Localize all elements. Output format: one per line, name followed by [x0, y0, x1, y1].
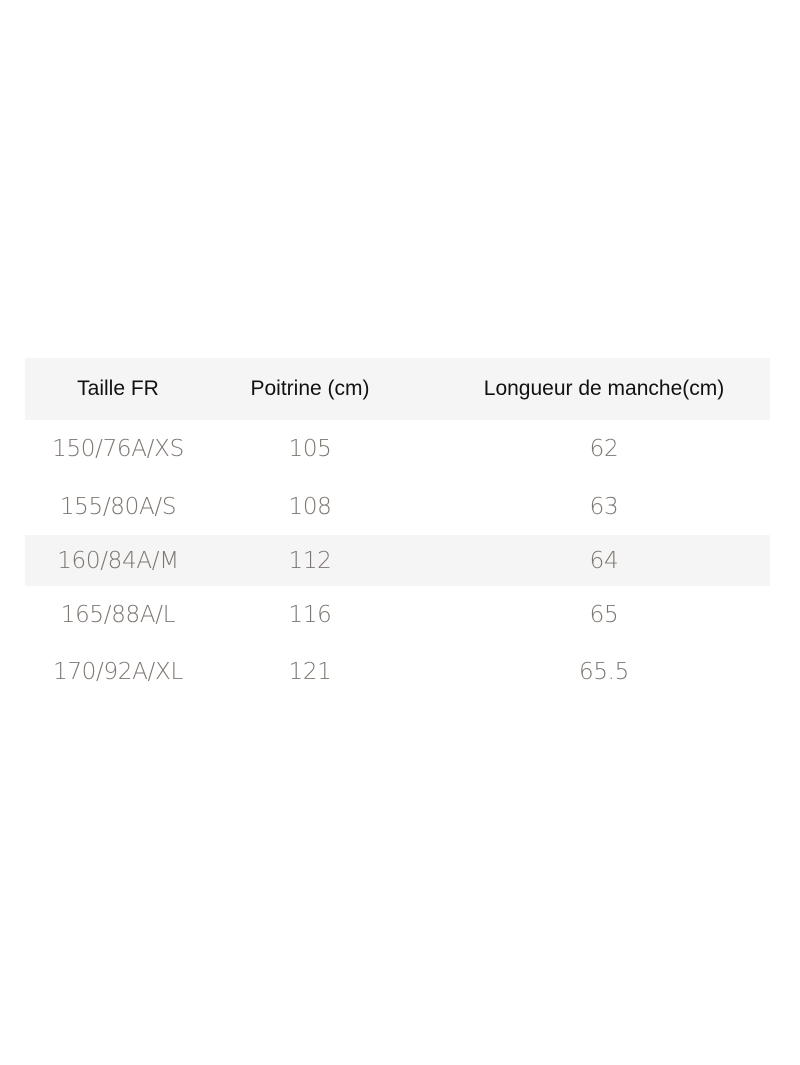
cell-sleeve-length: 63 — [589, 493, 619, 520]
table-row: 150/76A/XS 105 62 — [25, 420, 770, 478]
table-row: 155/80A/S 108 63 — [25, 478, 770, 535]
cell-size: 165/88A/L — [60, 601, 176, 628]
cell-size: 160/84A/M — [57, 547, 179, 574]
table-row: 160/84A/M 112 64 — [25, 535, 770, 586]
cell-size: 170/92A/XL — [53, 658, 183, 685]
table-row: 170/92A/XL 121 65.5 — [25, 643, 770, 700]
cell-chest: 108 — [288, 493, 332, 520]
table-header: Taille FR Poitrine (cm) Longueur de manc… — [25, 358, 770, 420]
cell-chest: 116 — [288, 601, 332, 628]
size-chart-table: Taille FR Poitrine (cm) Longueur de manc… — [25, 358, 770, 700]
header-chest: Poitrine (cm) — [250, 377, 370, 400]
header-sleeve-length: Longueur de manche(cm) — [483, 377, 725, 400]
cell-chest: 112 — [288, 547, 332, 574]
cell-sleeve-length: 64 — [589, 547, 619, 574]
header-size: Taille FR — [77, 377, 159, 400]
table-row: 165/88A/L 116 65 — [25, 586, 770, 643]
cell-sleeve-length: 62 — [589, 436, 619, 462]
cell-chest: 105 — [288, 436, 332, 462]
cell-sleeve-length: 65 — [589, 601, 619, 628]
cell-sleeve-length: 65.5 — [578, 658, 630, 685]
cell-chest: 121 — [288, 658, 332, 685]
cell-size: 150/76A/XS — [52, 436, 184, 462]
cell-size: 155/80A/S — [59, 493, 177, 520]
